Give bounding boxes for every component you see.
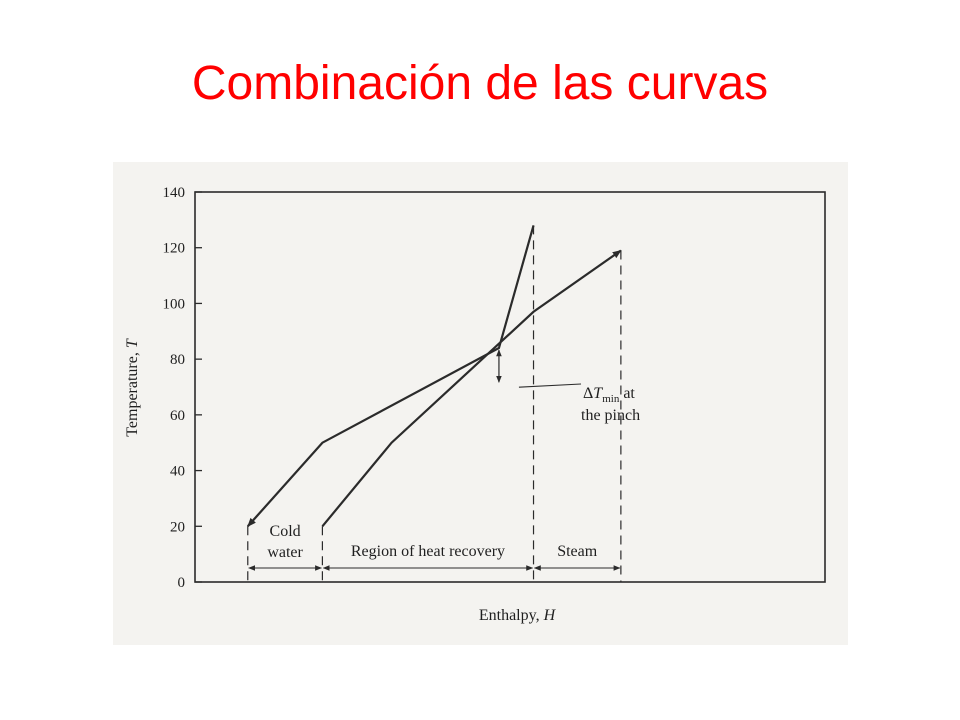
pinch-label-line2: the pinch — [581, 407, 640, 424]
region-label: Region of heat recovery — [351, 543, 505, 560]
region-label: Steam — [557, 543, 598, 560]
y-axis-label-var: T — [124, 338, 141, 348]
pinch-label: ΔTmin at — [583, 385, 635, 405]
y-axis-label-text: Temperature, — [124, 348, 141, 437]
y-tick-label: 60 — [170, 408, 185, 424]
pinch-leader-line — [518, 383, 582, 388]
y-tick-label: 80 — [170, 352, 185, 368]
y-tick-label: 20 — [170, 519, 185, 535]
y-tick-label: 40 — [170, 464, 185, 480]
pinch-label-t: T — [593, 385, 603, 402]
y-axis-label: Temperature, T — [124, 338, 141, 437]
pinch-label-sub: min — [602, 393, 620, 405]
slide-title: Combinación de las curvas — [191, 57, 769, 110]
pinch-label-after: at — [619, 385, 635, 402]
chart-svg: 0 20 40 60 80 100 120 140 Cold water Region of he… — [124, 185, 826, 624]
x-axis-label-text: Enthalpy, — [479, 607, 544, 624]
y-tick-label: 100 — [163, 296, 186, 312]
chart-figure: 0 20 40 60 80 100 120 140 Cold water Region of he… — [113, 162, 848, 645]
plot-frame — [194, 191, 826, 583]
pinch-label-delta: Δ — [583, 385, 593, 402]
region-label: Cold — [270, 523, 301, 540]
x-axis-label-var: H — [543, 607, 557, 624]
y-tick-label: 140 — [163, 185, 186, 201]
cold-composite-curve — [321, 249, 622, 527]
y-tick-label: 120 — [163, 241, 186, 257]
x-axis-label: Enthalpy, H — [479, 607, 557, 624]
hot-composite-curve — [246, 225, 535, 528]
y-tick-label: 0 — [178, 575, 186, 591]
region-label-line2: water — [267, 544, 303, 561]
